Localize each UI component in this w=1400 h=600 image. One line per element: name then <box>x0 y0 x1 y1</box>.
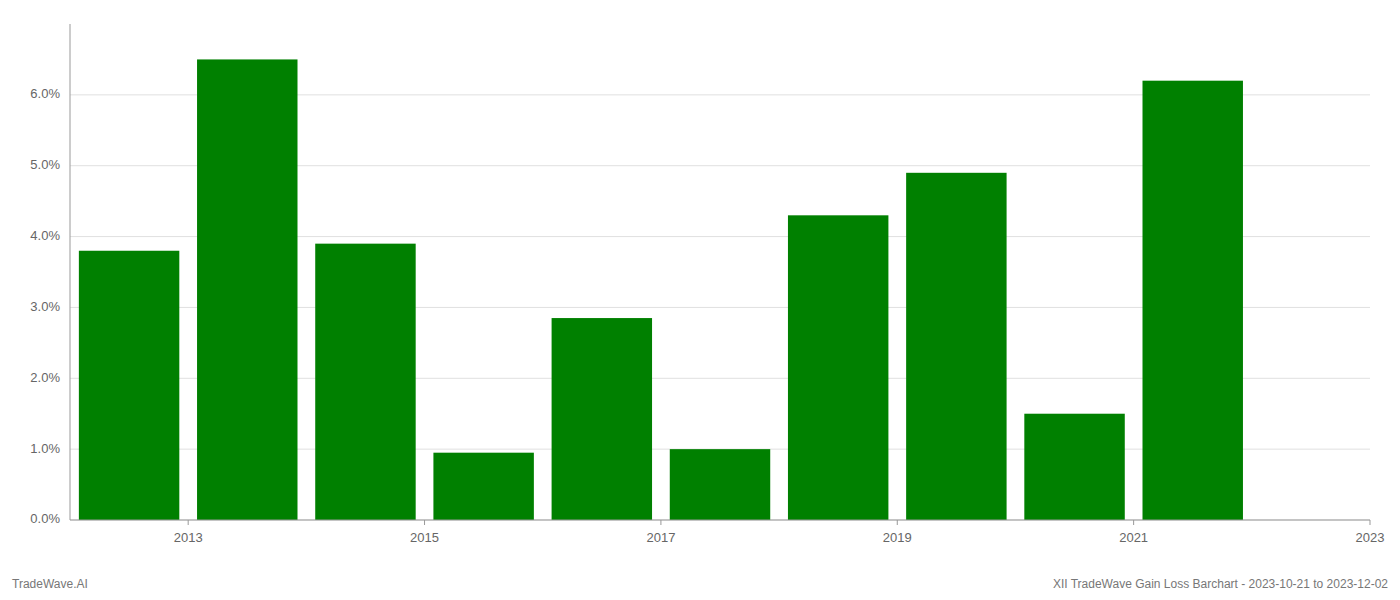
y-tick-label: 5.0% <box>30 157 60 172</box>
x-tick-label: 2015 <box>410 530 439 545</box>
bar <box>433 453 533 520</box>
footer-text: TradeWave.AI <box>12 577 88 591</box>
y-tick-label: 1.0% <box>30 441 60 456</box>
bars <box>79 59 1243 520</box>
x-tick <box>424 520 425 525</box>
x-tick <box>188 520 189 525</box>
bar <box>315 244 415 520</box>
x-tick-label: 2017 <box>646 530 675 545</box>
bar <box>79 251 179 520</box>
y-axis-line <box>70 24 71 520</box>
bar <box>788 215 888 520</box>
y-tick-label: 6.0% <box>30 86 60 101</box>
bar <box>1143 81 1243 520</box>
y-tick-label: 2.0% <box>30 370 60 385</box>
chart: 0.0% 1.0% 2.0% 3.0% 4.0% 5.0% 6.0% 2013 2015 2017… <box>0 0 1400 600</box>
y-axis: 0.0% 1.0% 2.0% 3.0% 4.0% 5.0% 6.0% <box>30 24 70 526</box>
y-tick-label: 0.0% <box>30 511 60 526</box>
grid-line <box>70 520 1370 521</box>
y-tick-label: 4.0% <box>30 228 60 243</box>
bar <box>552 318 652 520</box>
x-tick-label: 2023 <box>1356 530 1385 545</box>
x-tick-label: 2013 <box>174 530 203 545</box>
bar <box>1024 414 1124 520</box>
y-tick-label: 3.0% <box>30 299 60 314</box>
bar <box>197 59 297 520</box>
x-axis-line <box>70 520 1370 521</box>
x-tick <box>1133 520 1134 525</box>
x-tick-label: 2019 <box>883 530 912 545</box>
x-tick <box>660 520 661 525</box>
bar <box>906 173 1006 520</box>
x-tick-label: 2021 <box>1119 530 1148 545</box>
x-axis: 2013 2015 2017 2019 2021 2023 <box>70 520 1384 545</box>
bar <box>670 449 770 520</box>
x-tick <box>897 520 898 525</box>
x-tick <box>1370 520 1371 525</box>
title: XII TradeWave Gain Loss Barchart - 2023-… <box>1053 577 1388 591</box>
